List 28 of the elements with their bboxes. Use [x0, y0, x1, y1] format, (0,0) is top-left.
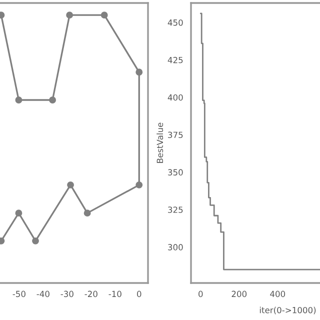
point — [67, 181, 74, 188]
y-tick-label: 425 — [168, 56, 183, 64]
x-axis-title: iter(0->1000) — [260, 306, 316, 314]
point — [49, 96, 56, 104]
point — [136, 181, 143, 188]
y-tick-label: 325 — [168, 206, 183, 213]
x-tick-label: -40 — [36, 290, 50, 298]
y-tick-label: 300 — [168, 244, 183, 250]
x-tick-label: 400 — [270, 290, 286, 298]
point — [100, 12, 108, 19]
x-tick-label: -10 — [108, 290, 122, 298]
x-tick-label: -30 — [60, 290, 74, 298]
x-tick-label: -20 — [84, 290, 98, 298]
point — [136, 68, 143, 76]
x-tick-label: 200 — [232, 290, 247, 298]
y-tick-label: 450 — [168, 19, 183, 26]
x-tick-label: 0 — [137, 290, 142, 298]
point — [66, 12, 74, 19]
y-tick-label: 350 — [168, 169, 183, 176]
x-tick-label: 0 — [198, 290, 203, 298]
point — [15, 96, 22, 104]
y-axis-title: BestValue — [156, 122, 164, 163]
point — [32, 237, 39, 244]
y-tick-label: 375 — [168, 132, 183, 138]
point — [84, 210, 91, 217]
y-tick-label: 400 — [168, 94, 183, 101]
x-tick-label: -50 — [12, 290, 26, 298]
point — [15, 210, 22, 217]
